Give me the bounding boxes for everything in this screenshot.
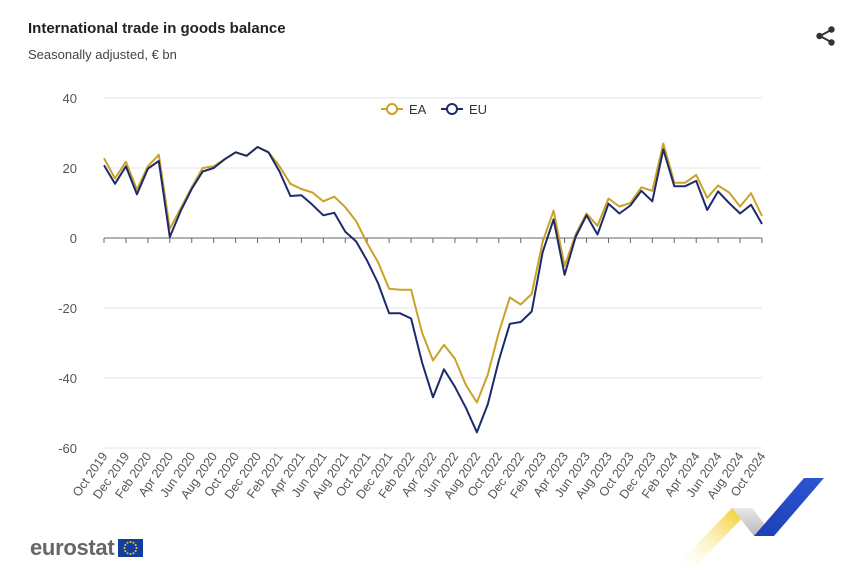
- eurostat-logo: eurostat: [30, 535, 144, 560]
- chart-title: International trade in goods balance: [28, 20, 286, 37]
- chart-subtitle: Seasonally adjusted, € bn: [28, 47, 177, 62]
- y-tick-label: -60: [58, 441, 77, 456]
- y-tick-label: 40: [63, 91, 77, 106]
- legend: EA EU: [381, 102, 487, 117]
- series-line-ea[interactable]: [103, 142, 763, 404]
- legend-item-ea[interactable]: EA: [381, 102, 427, 117]
- logo-text: eurostat: [30, 535, 115, 560]
- share-icon[interactable]: [814, 24, 838, 48]
- eu-flag-icon: [118, 539, 144, 557]
- legend-item-eu[interactable]: EU: [441, 102, 487, 117]
- series-lines: [103, 142, 763, 434]
- legend-label-eu: EU: [469, 102, 487, 117]
- y-axis: -60 -40 -20 0 20 40: [58, 91, 77, 456]
- y-tick-label: 0: [70, 231, 77, 246]
- y-tick-label: 20: [63, 161, 77, 176]
- series-line-eu[interactable]: [103, 146, 763, 434]
- legend-label-ea: EA: [409, 102, 427, 117]
- brand-decoration: [672, 478, 824, 570]
- y-tick-label: -20: [58, 301, 77, 316]
- y-tick-label: -40: [58, 371, 77, 386]
